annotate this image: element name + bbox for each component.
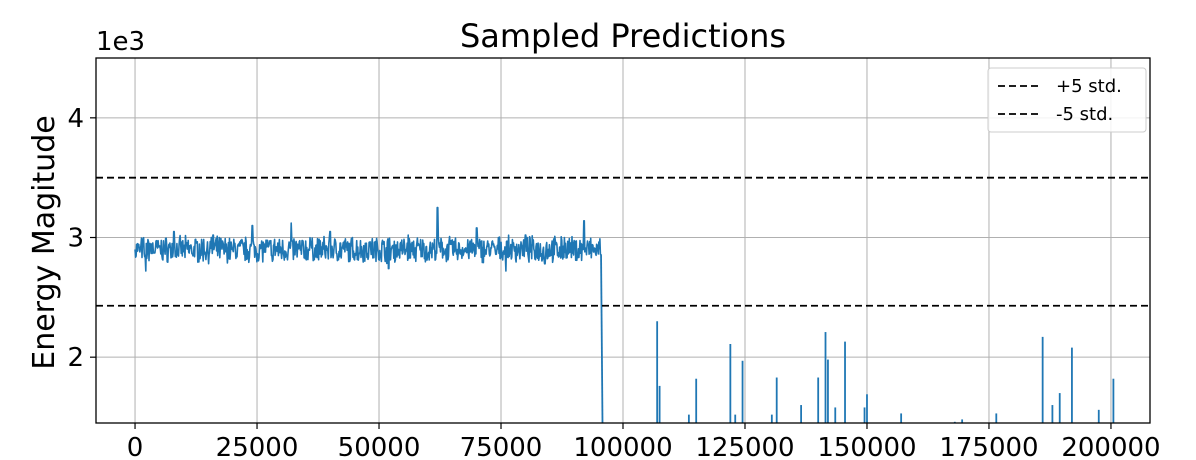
y-scale-label: 1e3 <box>96 27 145 57</box>
legend: +5 std. -5 std. <box>987 67 1147 133</box>
x-tick-label: 75000 <box>460 433 543 460</box>
x-tick-label: 100000 <box>573 433 672 460</box>
y-tick-label: 3 <box>67 224 84 254</box>
grid <box>96 58 1150 423</box>
legend-box <box>987 67 1147 133</box>
x-tick-label: 125000 <box>695 433 794 460</box>
legend-entry: +5 std. <box>1056 76 1122 97</box>
x-tick-label: 200000 <box>1061 433 1160 460</box>
series-line-drop <box>600 254 604 423</box>
x-tick-label: 50000 <box>338 433 421 460</box>
y-axis-label: Energy Magitude <box>27 115 62 370</box>
chart-title: Sampled Predictions <box>460 17 786 55</box>
legend-entry: -5 std. <box>1056 104 1113 125</box>
y-tick-label: 2 <box>67 343 84 373</box>
x-tick-label: 25000 <box>216 433 299 460</box>
x-tick-label: 150000 <box>817 433 916 460</box>
y-axis: 2 3 4 <box>67 104 96 373</box>
y-tick-label: 4 <box>67 104 84 134</box>
x-axis: 0 25000 50000 75000 100000 125000 150000 175000… <box>127 423 1161 460</box>
x-tick-label: 0 <box>127 433 144 460</box>
x-tick-label: 175000 <box>939 433 1038 460</box>
series-line-stable <box>134 206 602 272</box>
series-layer <box>134 206 1115 423</box>
